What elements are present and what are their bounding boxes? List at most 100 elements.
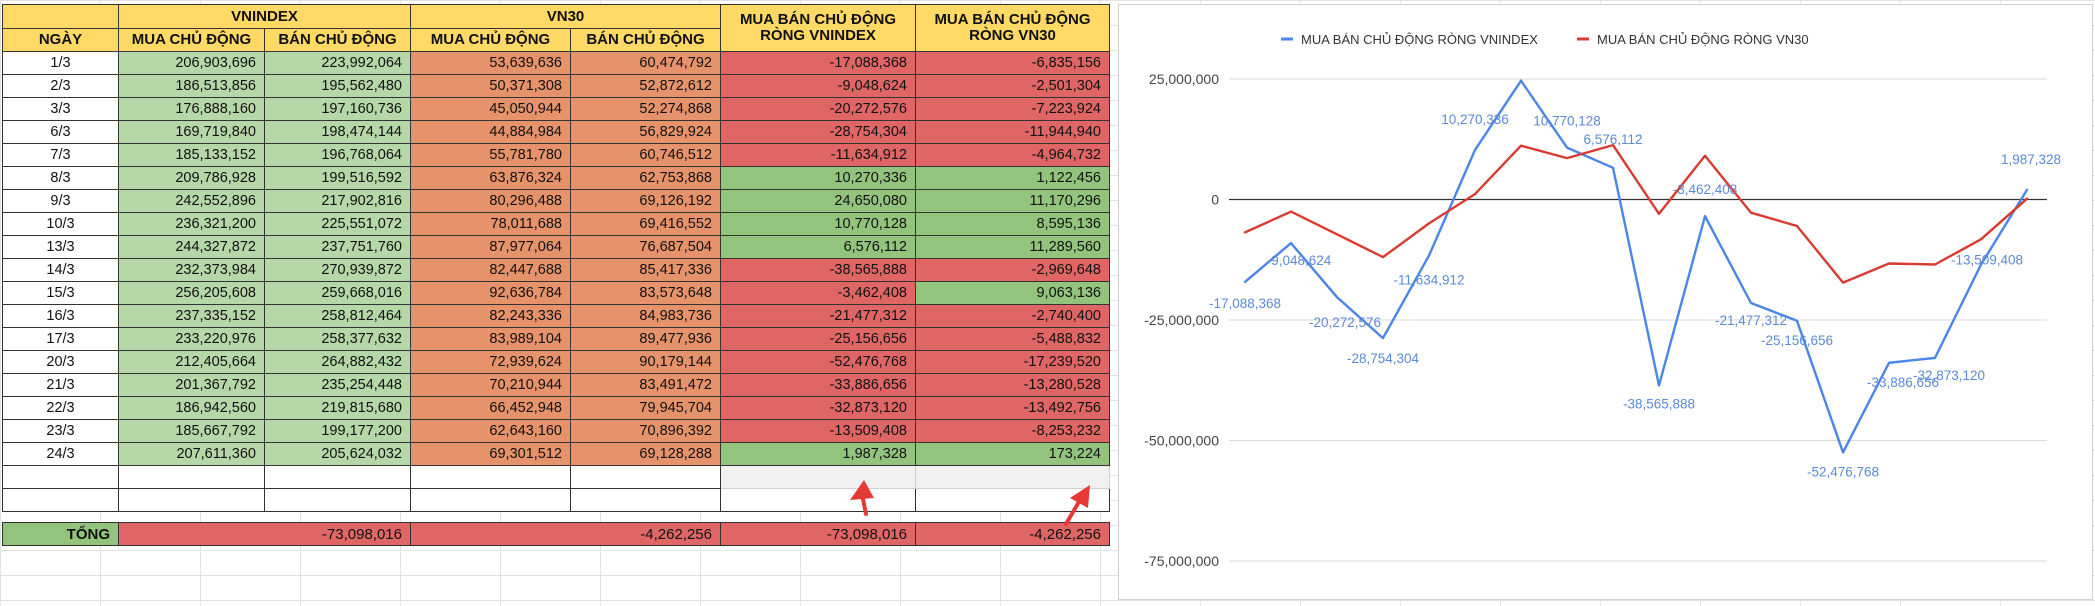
vnindex-buy-cell[interactable]: 186,942,560: [118, 396, 265, 420]
day-cell[interactable]: 23/3: [2, 419, 119, 443]
vnindex-sell-cell[interactable]: 199,177,200: [264, 419, 411, 443]
vn30-buy-cell[interactable]: 69,301,512: [410, 442, 571, 466]
legend[interactable]: MUA BÁN CHỦ ĐỘNG RÒNG VNINDEX MUA BÁN CHỦ…: [1281, 32, 1809, 47]
vn30-sell-cell[interactable]: 60,474,792: [570, 51, 721, 75]
day-cell[interactable]: 6/3: [2, 120, 119, 144]
vn30-buy-cell[interactable]: 44,884,984: [410, 120, 571, 144]
vnindex-sell-cell[interactable]: 195,562,480: [264, 74, 411, 98]
empty-cell[interactable]: [720, 465, 916, 489]
vnindex-sell-cell[interactable]: 197,160,736: [264, 97, 411, 121]
net-vn30-cell[interactable]: -6,835,156: [915, 51, 1110, 75]
net-vnindex-cell[interactable]: -52,476,768: [720, 350, 916, 374]
empty-cell[interactable]: [915, 465, 1110, 489]
vnindex-buy-cell[interactable]: 236,321,200: [118, 212, 265, 236]
vn30-buy-cell[interactable]: 63,876,324: [410, 166, 571, 190]
net-vn30-cell[interactable]: 1,122,456: [915, 166, 1110, 190]
vn30-sell-cell[interactable]: 52,274,868: [570, 97, 721, 121]
vn30-sell-cell[interactable]: 70,896,392: [570, 419, 721, 443]
vn30-sell-cell[interactable]: 52,872,612: [570, 74, 721, 98]
day-cell[interactable]: 3/3: [2, 97, 119, 121]
net-vnindex-cell[interactable]: -13,509,408: [720, 419, 916, 443]
vnindex-buy-cell[interactable]: 207,611,360: [118, 442, 265, 466]
vn30-buy-cell[interactable]: 55,781,780: [410, 143, 571, 167]
empty-cell[interactable]: [410, 488, 571, 512]
vnindex-sell-cell[interactable]: 198,474,144: [264, 120, 411, 144]
day-cell[interactable]: 7/3: [2, 143, 119, 167]
net-vnindex-cell[interactable]: -28,754,304: [720, 120, 916, 144]
vnindex-sell-cell[interactable]: 237,751,760: [264, 235, 411, 259]
empty-cell[interactable]: [410, 465, 571, 489]
vnindex-sell-cell[interactable]: 199,516,592: [264, 166, 411, 190]
empty-cell[interactable]: [570, 465, 721, 489]
vnindex-sell-cell[interactable]: 258,812,464: [264, 304, 411, 328]
vn30-buy-cell[interactable]: 78,011,688: [410, 212, 571, 236]
net-vnindex-cell[interactable]: -20,272,576: [720, 97, 916, 121]
net-vn30-cell[interactable]: 9,063,136: [915, 281, 1110, 305]
net-vn30-cell[interactable]: -4,964,732: [915, 143, 1110, 167]
vnindex-buy-cell[interactable]: 185,133,152: [118, 143, 265, 167]
empty-cell[interactable]: [264, 488, 411, 512]
net-vnindex-cell[interactable]: -32,873,120: [720, 396, 916, 420]
net-vnindex-cell[interactable]: -17,088,368: [720, 51, 916, 75]
vn30-buy-cell[interactable]: 87,977,064: [410, 235, 571, 259]
vn30-sell-cell[interactable]: 85,417,336: [570, 258, 721, 282]
series-line-vn30[interactable]: [1243, 143, 2029, 284]
day-cell[interactable]: 20/3: [2, 350, 119, 374]
vnindex-sell-cell[interactable]: 217,902,816: [264, 189, 411, 213]
net-vnindex-cell[interactable]: -3,462,408: [720, 281, 916, 305]
vn30-sell-cell[interactable]: 60,746,512: [570, 143, 721, 167]
vn30-buy-cell[interactable]: 82,447,688: [410, 258, 571, 282]
net-vn30-cell[interactable]: 173,224: [915, 442, 1110, 466]
net-vnindex-cell[interactable]: 10,270,336: [720, 166, 916, 190]
vn30-buy-cell[interactable]: 62,643,160: [410, 419, 571, 443]
vnindex-sell-cell[interactable]: 196,768,064: [264, 143, 411, 167]
net-vn30-cell[interactable]: -7,223,924: [915, 97, 1110, 121]
vnindex-buy-cell[interactable]: 233,220,976: [118, 327, 265, 351]
vnindex-buy-cell[interactable]: 209,786,928: [118, 166, 265, 190]
net-vn30-cell[interactable]: -2,740,400: [915, 304, 1110, 328]
vnindex-sell-cell[interactable]: 259,668,016: [264, 281, 411, 305]
net-vnindex-cell[interactable]: 10,770,128: [720, 212, 916, 236]
vnindex-sell-cell[interactable]: 219,815,680: [264, 396, 411, 420]
empty-cell[interactable]: [570, 488, 721, 512]
net-vn30-cell[interactable]: 11,289,560: [915, 235, 1110, 259]
vnindex-buy-cell[interactable]: 244,327,872: [118, 235, 265, 259]
day-cell[interactable]: 8/3: [2, 166, 119, 190]
series-line-vnindex[interactable]: [1243, 79, 2029, 454]
empty-cell[interactable]: [118, 465, 265, 489]
vn30-sell-cell[interactable]: 56,829,924: [570, 120, 721, 144]
empty-cell[interactable]: [720, 488, 916, 512]
vnindex-sell-cell[interactable]: 264,882,432: [264, 350, 411, 374]
vn30-buy-cell[interactable]: 53,639,636: [410, 51, 571, 75]
net-vnindex-cell[interactable]: -21,477,312: [720, 304, 916, 328]
vnindex-buy-cell[interactable]: 242,552,896: [118, 189, 265, 213]
day-cell[interactable]: 9/3: [2, 189, 119, 213]
day-cell[interactable]: 24/3: [2, 442, 119, 466]
net-vnindex-cell[interactable]: -33,886,656: [720, 373, 916, 397]
vn30-buy-cell[interactable]: 70,210,944: [410, 373, 571, 397]
vn30-sell-cell[interactable]: 69,416,552: [570, 212, 721, 236]
vnindex-buy-cell[interactable]: 256,205,608: [118, 281, 265, 305]
net-vnindex-cell[interactable]: -11,634,912: [720, 143, 916, 167]
vnindex-buy-cell[interactable]: 176,888,160: [118, 97, 265, 121]
day-cell[interactable]: 21/3: [2, 373, 119, 397]
net-vnindex-cell[interactable]: 6,576,112: [720, 235, 916, 259]
vn30-buy-cell[interactable]: 92,636,784: [410, 281, 571, 305]
net-vn30-cell[interactable]: 11,170,296: [915, 189, 1110, 213]
net-vn30-cell[interactable]: -13,280,528: [915, 373, 1110, 397]
net-vnindex-cell[interactable]: -9,048,624: [720, 74, 916, 98]
vn30-buy-cell[interactable]: 72,939,624: [410, 350, 571, 374]
vnindex-buy-cell[interactable]: 232,373,984: [118, 258, 265, 282]
vn30-buy-cell[interactable]: 83,989,104: [410, 327, 571, 351]
net-vnindex-cell[interactable]: -25,156,656: [720, 327, 916, 351]
vnindex-buy-cell[interactable]: 186,513,856: [118, 74, 265, 98]
vnindex-buy-cell[interactable]: 237,335,152: [118, 304, 265, 328]
vn30-buy-cell[interactable]: 80,296,488: [410, 189, 571, 213]
vnindex-sell-cell[interactable]: 205,624,032: [264, 442, 411, 466]
net-vnindex-cell[interactable]: 1,987,328: [720, 442, 916, 466]
line-chart[interactable]: 25,000,000 0 -25,000,000 -50,000,000 -75,000…: [1119, 5, 2092, 599]
net-vnindex-cell[interactable]: 24,650,080: [720, 189, 916, 213]
empty-cell[interactable]: [264, 465, 411, 489]
day-cell[interactable]: 10/3: [2, 212, 119, 236]
total-vn30[interactable]: -4,262,256: [410, 522, 721, 546]
